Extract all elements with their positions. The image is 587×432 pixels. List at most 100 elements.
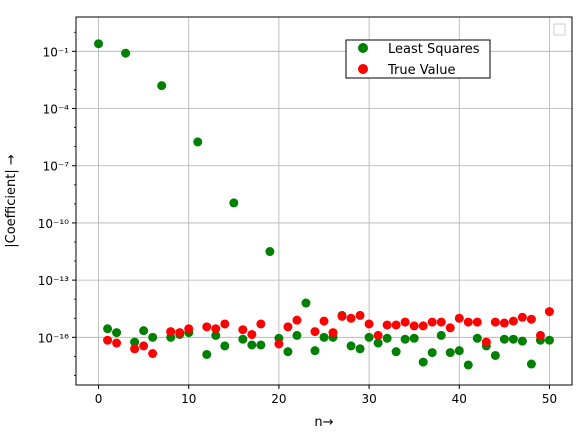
- y-tick-label: 10⁻⁷: [43, 160, 70, 174]
- data-point-least-squares: [472, 333, 482, 343]
- data-point-least-squares: [499, 334, 509, 344]
- data-point-least-squares: [301, 298, 311, 308]
- data-point-least-squares: [139, 326, 149, 336]
- data-point-true-value: [337, 311, 347, 321]
- data-point-true-value: [427, 317, 437, 327]
- data-point-least-squares: [130, 337, 140, 347]
- data-point-true-value: [436, 317, 446, 327]
- x-tick-label: 40: [452, 392, 467, 406]
- data-point-least-squares: [517, 336, 527, 346]
- data-point-least-squares: [391, 347, 401, 357]
- data-point-least-squares: [94, 39, 104, 49]
- data-point-true-value: [409, 321, 419, 331]
- data-point-true-value: [139, 341, 149, 351]
- y-tick-label: 10⁻¹⁶: [38, 331, 69, 345]
- data-point-true-value: [103, 335, 113, 345]
- data-point-least-squares: [157, 81, 167, 91]
- data-point-true-value: [517, 312, 527, 322]
- data-point-true-value: [526, 314, 536, 324]
- data-point-true-value: [292, 315, 302, 325]
- data-point-true-value: [382, 320, 392, 330]
- data-point-least-squares: [490, 350, 500, 360]
- data-point-true-value: [445, 323, 455, 333]
- data-point-true-value: [175, 328, 185, 338]
- legend-label-true-value: True Value: [387, 63, 455, 78]
- empty-legend-box: [553, 23, 566, 36]
- data-point-true-value: [373, 330, 383, 340]
- data-point-true-value: [211, 324, 221, 334]
- plot-frame: [75, 16, 573, 386]
- y-tick-label: 10⁻⁴: [43, 103, 70, 117]
- data-point-least-squares: [319, 332, 329, 342]
- x-tick-label: 20: [271, 392, 286, 406]
- data-point-least-squares: [238, 334, 248, 344]
- y-tick-label: 10⁻¹³: [38, 274, 69, 288]
- data-point-least-squares: [193, 137, 203, 147]
- data-point-true-value: [238, 325, 248, 335]
- data-point-least-squares: [436, 330, 446, 340]
- legend: Least Squares True Value: [345, 39, 491, 79]
- data-point-least-squares: [121, 48, 131, 58]
- data-point-true-value: [454, 313, 464, 323]
- data-point-true-value: [508, 316, 518, 326]
- data-point-least-squares: [355, 344, 365, 354]
- legend-box: [345, 39, 491, 79]
- y-tick-label: 10⁻¹⁰: [38, 217, 69, 231]
- data-point-true-value: [274, 339, 284, 349]
- data-point-least-squares: [508, 334, 518, 344]
- data-point-least-squares: [382, 333, 392, 343]
- y-tick-label: 10⁻¹: [43, 45, 70, 59]
- data-point-least-squares: [220, 341, 230, 351]
- data-point-true-value: [355, 310, 365, 320]
- x-axis-label: n→: [314, 415, 333, 430]
- data-point-true-value: [364, 319, 374, 329]
- data-point-true-value: [166, 327, 176, 337]
- data-point-true-value: [418, 321, 428, 331]
- legend-marker-least-squares: [358, 43, 368, 53]
- data-point-true-value: [148, 349, 158, 359]
- x-tick-label: 10: [181, 392, 196, 406]
- axes: 0 10 20 30 40 50 10⁻¹ 10⁻⁴ 10⁻⁷ 10⁻¹⁰ 10⁻¹³ 10⁻¹⁶: [38, 31, 557, 406]
- data-point-least-squares: [103, 324, 113, 334]
- data-point-true-value: [328, 328, 338, 338]
- data-point-true-value: [481, 337, 491, 347]
- data-point-least-squares: [427, 348, 437, 358]
- x-tick-label: 50: [542, 392, 557, 406]
- data-point-least-squares: [409, 333, 419, 343]
- legend-label-least-squares: Least Squares: [388, 42, 480, 57]
- grid: [76, 17, 572, 385]
- data-point-true-value: [499, 318, 509, 328]
- data-point-true-value: [184, 324, 194, 334]
- data-point-least-squares: [400, 334, 410, 344]
- data-point-least-squares: [544, 335, 554, 345]
- data-point-least-squares: [373, 338, 383, 348]
- data-point-least-squares: [310, 346, 320, 356]
- x-tick-label: 0: [95, 392, 103, 406]
- data-point-least-squares: [265, 247, 275, 257]
- data-point-true-value: [112, 338, 122, 348]
- data-point-true-value: [319, 316, 329, 326]
- data-point-least-squares: [202, 349, 212, 359]
- data-point-least-squares: [112, 328, 122, 338]
- data-point-true-value: [130, 344, 140, 354]
- data-point-least-squares: [229, 198, 239, 208]
- data-point-least-squares: [418, 357, 428, 367]
- x-tick-label: 30: [361, 392, 376, 406]
- data-point-least-squares: [292, 330, 302, 340]
- data-point-true-value: [202, 322, 212, 332]
- data-point-true-value: [346, 313, 356, 323]
- data-point-true-value: [463, 317, 473, 327]
- data-point-true-value: [247, 329, 257, 339]
- data-point-true-value: [391, 320, 401, 330]
- data-point-least-squares: [256, 340, 266, 350]
- data-point-true-value: [544, 307, 554, 317]
- y-axis-label: |Coefficient| →: [4, 154, 19, 248]
- data-point-true-value: [256, 319, 266, 329]
- data-point-least-squares: [445, 348, 455, 358]
- data-point-least-squares: [454, 346, 464, 356]
- data-point-least-squares: [247, 340, 257, 350]
- legend-marker-true-value: [358, 64, 368, 74]
- data-point-least-squares: [526, 359, 536, 369]
